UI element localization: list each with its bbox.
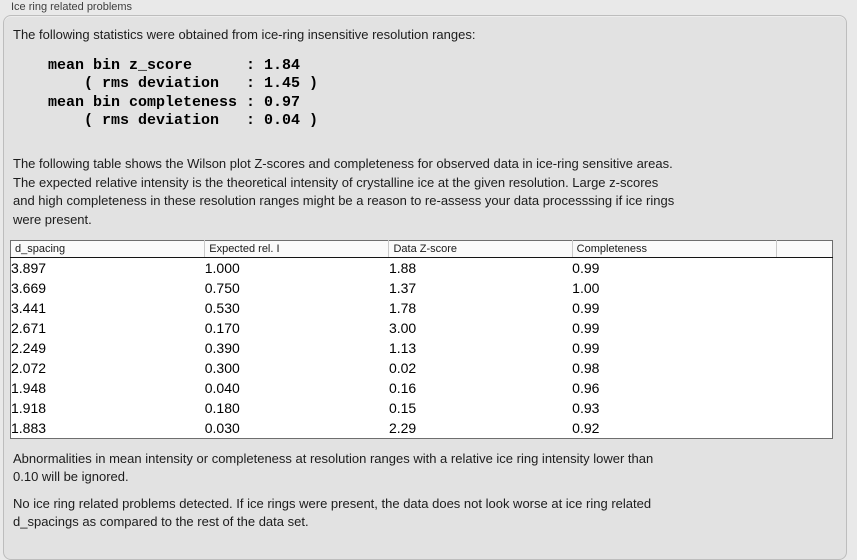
cell-empty <box>776 378 832 398</box>
cell-data-z-score: 1.37 <box>388 280 417 296</box>
cell-empty <box>776 318 832 338</box>
column-header-d-spacing: d_spacing <box>10 240 205 258</box>
cell-empty <box>776 358 832 378</box>
cell-d-spacing: 3.897 <box>11 260 47 276</box>
cell-completeness: 0.99 <box>572 340 600 356</box>
cell-completeness: 0.93 <box>572 400 600 416</box>
cell-completeness: 0.92 <box>572 420 600 436</box>
cell-d-spacing: 1.948 <box>11 380 47 396</box>
cell-expected-rel-i: 0.390 <box>204 340 240 356</box>
cell-expected-rel-i: 0.300 <box>204 360 240 376</box>
cell-d-spacing: 1.883 <box>11 420 47 436</box>
table-description-paragraph: The following table shows the Wilson plo… <box>13 156 675 227</box>
cell-data-z-score: 0.16 <box>388 380 417 396</box>
cell-d-spacing: 1.918 <box>11 400 47 416</box>
cell-empty <box>776 298 832 318</box>
cell-empty <box>776 398 832 418</box>
cell-data-z-score: 1.88 <box>388 260 417 276</box>
table-row: 1.883 0.030 2.29 0.92 <box>11 418 833 439</box>
cell-d-spacing: 2.671 <box>11 320 47 336</box>
column-header-data-z-score: Data Z-score <box>388 240 573 258</box>
ignore-threshold-note: Abnormalities in mean intensity or compl… <box>13 451 654 484</box>
table-row: 1.918 0.180 0.15 0.93 <box>11 398 833 418</box>
cell-empty <box>776 338 832 358</box>
cell-empty <box>776 418 832 439</box>
table-row: 2.072 0.300 0.02 0.98 <box>11 358 833 378</box>
ice-ring-table-container: d_spacing Expected rel. I Data Z-score C… <box>10 240 833 439</box>
column-header-empty <box>775 240 833 258</box>
cell-d-spacing: 3.441 <box>11 300 47 316</box>
table-row: 3.897 1.000 1.88 0.99 <box>11 258 833 279</box>
cell-completeness: 0.98 <box>572 360 600 376</box>
cell-expected-rel-i: 0.170 <box>204 320 240 336</box>
cell-d-spacing: 3.669 <box>11 280 47 296</box>
column-header-expected-rel-i: Expected rel. I <box>204 240 389 258</box>
cell-data-z-score: 3.00 <box>388 320 417 336</box>
table-row: 1.948 0.040 0.16 0.96 <box>11 378 833 398</box>
cell-expected-rel-i: 1.000 <box>204 260 240 276</box>
cell-expected-rel-i: 0.180 <box>204 400 240 416</box>
cell-data-z-score: 1.78 <box>388 300 417 316</box>
cell-completeness: 1.00 <box>572 280 600 296</box>
table-row: 3.441 0.530 1.78 0.99 <box>11 298 833 318</box>
cell-expected-rel-i: 0.530 <box>204 300 240 316</box>
table-header-row: d_spacing Expected rel. I Data Z-score C… <box>10 240 833 258</box>
cell-data-z-score: 2.29 <box>388 420 417 436</box>
cell-data-z-score: 1.13 <box>388 340 417 356</box>
cell-d-spacing: 2.072 <box>11 360 47 376</box>
panel-title: Ice ring related problems <box>11 1 133 13</box>
intro-paragraph: The following statistics were obtained f… <box>13 27 476 42</box>
cell-d-spacing: 2.249 <box>11 340 47 356</box>
cell-completeness: 0.99 <box>572 260 600 276</box>
cell-empty <box>776 278 832 298</box>
summary-stats-block: mean bin z_score : 1.84 ( rms deviation … <box>48 57 319 129</box>
ice-ring-table: d_spacing Expected rel. I Data Z-score C… <box>10 240 833 439</box>
cell-completeness: 0.96 <box>572 380 600 396</box>
cell-completeness: 0.99 <box>572 320 600 336</box>
table-row: 2.671 0.170 3.00 0.99 <box>11 318 833 338</box>
ice-ring-panel: The following statistics were obtained f… <box>3 15 847 560</box>
ice-ring-table-body: 3.897 1.000 1.88 0.99 3.669 0.750 1.37 1.00 3.44… <box>11 258 833 439</box>
column-header-completeness: Completeness <box>571 240 777 258</box>
cell-empty <box>776 258 832 279</box>
cell-completeness: 0.99 <box>572 300 600 316</box>
conclusion-note: No ice ring related problems detected. I… <box>13 496 652 529</box>
cell-expected-rel-i: 0.750 <box>204 280 240 296</box>
cell-data-z-score: 0.02 <box>388 360 417 376</box>
cell-expected-rel-i: 0.040 <box>204 380 240 396</box>
table-row: 3.669 0.750 1.37 1.00 <box>11 278 833 298</box>
cell-expected-rel-i: 0.030 <box>204 420 240 436</box>
cell-data-z-score: 0.15 <box>388 400 417 416</box>
table-row: 2.249 0.390 1.13 0.99 <box>11 338 833 358</box>
